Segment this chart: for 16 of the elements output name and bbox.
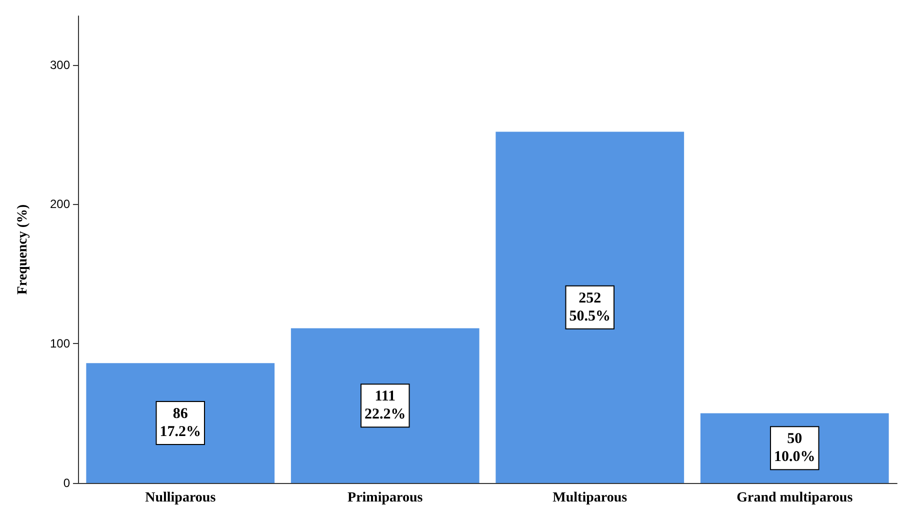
y-tick-label: 0	[63, 476, 70, 490]
data-label: 50 10.0%	[774, 431, 816, 466]
x-tick-label: Multiparous	[552, 490, 628, 506]
x-tick-label: Primiparous	[348, 490, 424, 506]
bar	[496, 132, 684, 483]
bar	[86, 363, 275, 483]
y-tick-label: 100	[50, 336, 70, 351]
bar	[290, 328, 480, 483]
y-axis-title: Frequency (%)	[16, 204, 30, 295]
x-tick-label: Nulliparous	[145, 490, 216, 506]
data-label: 111 22.2%	[364, 388, 406, 423]
y-tick-label: 300	[50, 58, 70, 72]
x-tick-label: Grand multiparous	[736, 490, 854, 506]
y-tick-label: 200	[50, 197, 70, 212]
data-label: 86 17.2%	[160, 406, 201, 440]
data-label: 252 50.5%	[569, 290, 610, 324]
